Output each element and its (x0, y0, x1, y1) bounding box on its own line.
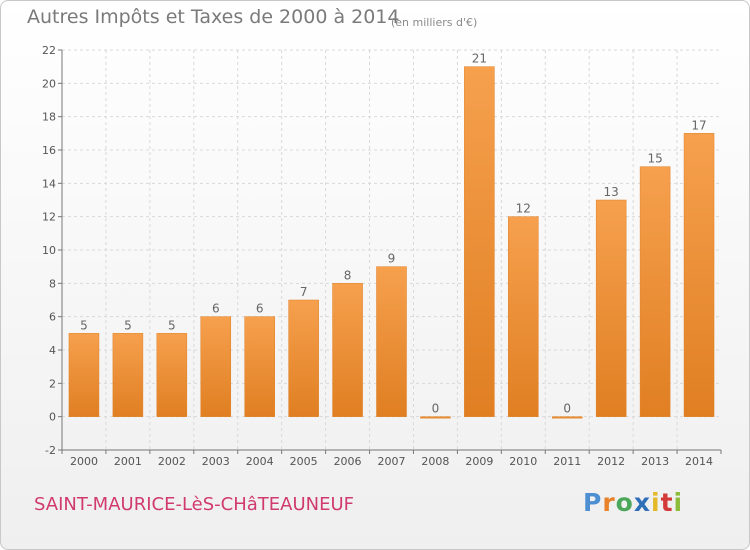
bar-2009 (464, 66, 495, 417)
data-label: 9 (388, 252, 396, 266)
data-label: 6 (212, 302, 220, 316)
y-tick-label: -2 (45, 444, 56, 457)
bar-2005 (288, 299, 319, 417)
bar-2010 (508, 216, 539, 417)
data-label: 21 (472, 52, 487, 66)
data-label: 6 (256, 302, 264, 316)
y-tick-label: 4 (49, 344, 56, 357)
logo-letter: o (615, 488, 634, 517)
data-label: 17 (691, 118, 706, 132)
x-tick-label: 2010 (509, 455, 537, 468)
logo-letter: x (633, 488, 651, 517)
data-label: 5 (80, 318, 88, 332)
x-tick-label: 2006 (334, 455, 362, 468)
bar-2013 (639, 166, 671, 417)
y-tick-label: 0 (49, 411, 56, 424)
bar-2002 (156, 333, 188, 417)
data-label: 0 (432, 402, 440, 416)
y-tick-label: 12 (42, 211, 56, 224)
proxiti-logo: Proxiti (583, 488, 683, 517)
chart-subtitle: (en milliers d'€) (391, 16, 478, 29)
bar-2006 (332, 283, 363, 417)
data-label: 13 (604, 185, 619, 199)
y-tick-label: 20 (42, 77, 56, 90)
x-tick-label: 2011 (553, 455, 581, 468)
axes (58, 49, 722, 454)
logo-letter: r (602, 488, 616, 517)
logo-letter: P (583, 488, 603, 517)
bar-2011 (551, 416, 583, 419)
y-tick-label: 6 (49, 311, 56, 324)
data-label: 8 (344, 268, 352, 282)
logo-letter: i (651, 488, 661, 517)
data-label: 5 (168, 318, 176, 332)
labels: -2 0 2 4 6 8 10 12 14 16 18 20 22 5 2000 5 2001 5 2002 6 200… (42, 44, 713, 468)
bar-2007 (376, 266, 407, 417)
x-tick-label: 2000 (70, 455, 98, 468)
x-tick-label: 2003 (202, 455, 230, 468)
y-tick-label: 22 (42, 44, 56, 57)
y-tick-label: 10 (42, 244, 56, 257)
data-label: 15 (647, 152, 662, 166)
x-tick-label: 2002 (158, 455, 186, 468)
x-tick-label: 2012 (597, 455, 625, 468)
logo-letter: i (673, 488, 684, 517)
bar-2004 (244, 316, 275, 417)
y-tick-label: 2 (49, 377, 56, 390)
logo-letter: t (660, 488, 674, 517)
x-tick-label: 2001 (114, 455, 142, 468)
bar-2014 (683, 133, 715, 417)
chart-title: Autres Impôts et Taxes de 2000 à 2014 (27, 6, 400, 28)
data-label: 12 (516, 202, 531, 216)
bar-2000 (68, 333, 100, 417)
y-tick-label: 16 (42, 144, 56, 157)
data-label: 5 (124, 318, 132, 332)
y-tick-label: 8 (49, 277, 56, 290)
bar-2003 (200, 316, 232, 417)
x-tick-label: 2008 (421, 455, 449, 468)
x-tick-label: 2007 (378, 455, 406, 468)
bar-2001 (112, 333, 144, 417)
commune-name: SAINT-MAURICE-LèS-CHâTEAUNEUF (34, 494, 355, 515)
x-tick-label: 2004 (246, 455, 274, 468)
x-tick-label: 2014 (685, 455, 713, 468)
x-tick-label: 2005 (290, 455, 318, 468)
data-label: 0 (563, 402, 571, 416)
data-label: 7 (300, 285, 308, 299)
bar-2012 (595, 199, 627, 417)
x-tick-label: 2013 (641, 455, 669, 468)
bars (68, 66, 715, 419)
y-tick-label: 14 (42, 177, 56, 190)
x-tick-label: 2009 (465, 455, 493, 468)
y-tick-label: 18 (42, 111, 56, 124)
bar-2008 (420, 416, 451, 419)
